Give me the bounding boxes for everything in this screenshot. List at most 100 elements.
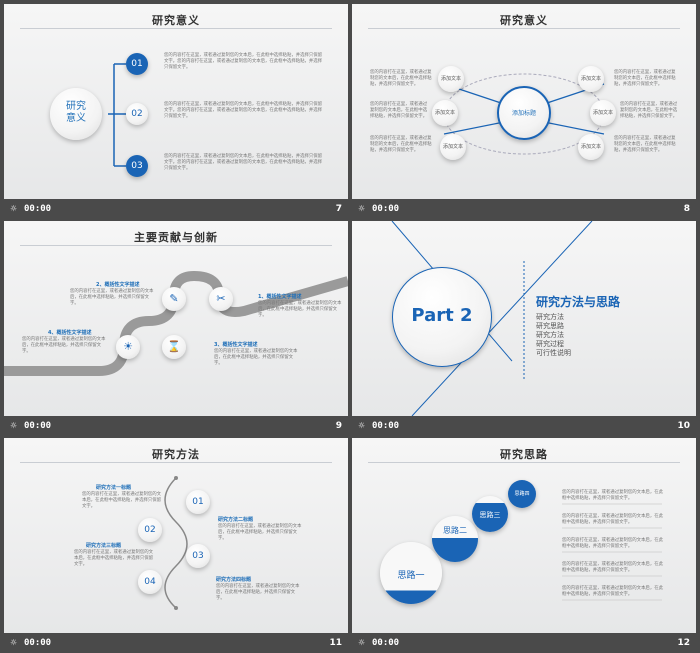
slide-thumb-12[interactable]: 研究思路 思路一 思路二 思路三 思路四 您的内容打在这里，或者通过复制您的文本… (352, 438, 696, 653)
slide-thumb-8[interactable]: 研究意义 添加标题 添加文本 添加文本 添加文本 添加文本 添加文本 添加文本 … (352, 4, 696, 219)
text-2: 您的内容打在这里，或者通过复制您的文本后，在此框中选择粘贴，并选择只保留文字。 (70, 289, 154, 306)
label-3: 研究方法三标题 (86, 543, 122, 549)
slide-canvas: 研究方法 01 02 03 04 研究方法一标题 您的内容打在这里，或者通过复制… (4, 438, 348, 633)
text-4: 您的内容打在这里，或者通过复制您的文本后，在此框中选择粘贴，并选择只保留文字。 (22, 337, 106, 354)
step-04: 04 (138, 570, 162, 594)
text-3: 您的内容打在这里，或者通过复制您的文本后，在此框中选择粘贴，并选择只保留文字。 (562, 538, 663, 549)
section-heading: 研究方法与思路 (536, 295, 621, 309)
step-01: 01 (186, 490, 210, 514)
slide-timing: 00:00 (372, 421, 400, 431)
slide-canvas: 研究意义 添加标题 添加文本 添加文本 添加文本 添加文本 添加文本 添加文本 … (352, 4, 696, 199)
topic-circle-label: 研究 意义 (66, 101, 86, 124)
list-item: 研究方法 (536, 313, 564, 321)
bracket-lines (108, 63, 126, 167)
left-text-2: 您的内容打在这里，或者通过复制您的文本后，在此框中选择粘贴，并选择只保留文字。 (370, 102, 428, 119)
text-4: 您的内容打在这里，或者通过复制您的文本后，在此框中选择粘贴，并选择只保留文字。 (562, 562, 663, 573)
step-rules (562, 503, 662, 601)
hourglass-icon: ⌛ (162, 335, 186, 359)
slide-caption: ☼ 00:00 9 (4, 416, 348, 436)
slide-title: 研究意义 (152, 14, 200, 27)
slide-title: 研究思路 (500, 448, 548, 461)
step-02: 02 (138, 518, 162, 542)
list-item: 研究方法 (536, 331, 564, 339)
slide-timing: 00:00 (24, 204, 52, 214)
slide-thumb-10[interactable]: Part 2 研究方法与思路 研究方法 研究思路 研究方法 研究过程 可行性说明… (352, 221, 696, 436)
list-item: 研究思路 (536, 322, 564, 330)
label-1: 研究方法一标题 (96, 485, 132, 491)
text-3: 您的内容打在这里，或者通过复制您的文本后，在此框中选择粘贴，并选择只保留文字。 (214, 349, 298, 366)
text-2: 您的内容打在这里，或者通过复制您的文本后，在此框中选择粘贴，并选择只保留文字。 (218, 524, 302, 541)
step-circle-2 (432, 516, 478, 562)
center-node (497, 86, 551, 140)
timer-icon: ☼ (358, 204, 366, 213)
center-label: 添加标题 (511, 110, 536, 117)
slide-timing: 00:00 (24, 638, 52, 648)
step-label-3: 思路三 (479, 511, 501, 519)
slide-number: 8 (683, 204, 690, 214)
slide-number: 9 (335, 421, 342, 431)
label-2: 研究方法二标题 (218, 517, 254, 523)
slide-thumb-9[interactable]: 主要贡献与创新 ✎ ✂ ☀ ⌛ 2、概括性文字描述 您的内容打在这里，或者通过复… (4, 221, 348, 436)
part-circle (392, 267, 492, 367)
slide-canvas: 主要贡献与创新 ✎ ✂ ☀ ⌛ 2、概括性文字描述 您的内容打在这里，或者通过复… (4, 221, 348, 416)
item-02-text: 您的内容打在这里，或者通过复制您的文本后，在此框中选择粘贴，并选择只保留文字。您… (164, 102, 323, 119)
slide-title: 主要贡献与创新 (134, 231, 218, 244)
text-3: 您的内容打在这里，或者通过复制您的文本后，在此框中选择粘贴，并选择只保留文字。 (74, 550, 154, 567)
topic-circle (50, 88, 102, 140)
lightbulb-icon: ☀ (116, 335, 140, 359)
node-left-mid: 添加文本 (432, 100, 458, 126)
slide-title: 研究意义 (500, 14, 548, 27)
pen-icon: ✎ (162, 287, 186, 311)
list-item: 可行性说明 (536, 349, 571, 357)
part-label: Part 2 (411, 305, 473, 326)
wrench-icon: ✂ (209, 287, 233, 311)
timer-icon: ☼ (10, 421, 18, 430)
slide-caption: ☼ 00:00 10 (352, 416, 696, 436)
slide-number: 12 (677, 638, 690, 648)
timer-icon: ☼ (358, 638, 366, 647)
wave-line (164, 476, 188, 610)
title-rule (368, 28, 680, 29)
slide-caption: ☼ 00:00 8 (352, 199, 696, 219)
label-2: 2、概括性文字描述 (96, 282, 140, 288)
title-rule (20, 245, 332, 246)
item-01-text: 您的内容打在这里，或者通过复制您的文本后，在此框中选择粘贴，并选择只保留文字。您… (164, 53, 323, 70)
item-02-badge: 02 (126, 103, 148, 125)
timer-icon: ☼ (10, 204, 18, 213)
title-rule (20, 28, 332, 29)
title-rule (20, 462, 332, 463)
text-1: 您的内容打在这里，或者通过复制您的文本后，在此框中选择粘贴，并选择只保留文字。 (562, 490, 663, 501)
slide-thumb-7[interactable]: 研究意义 研究 意义 01 02 03 您的内容打在这里，或者通过复制您的文本后… (4, 4, 348, 219)
step-label-2: 思路二 (443, 526, 467, 535)
slide-timing: 00:00 (24, 421, 52, 431)
timer-icon: ☼ (358, 421, 366, 430)
slide-timing: 00:00 (372, 638, 400, 648)
label-1: 1、概括性文字描述 (258, 294, 302, 300)
label-4: 研究方法四标题 (216, 577, 252, 583)
text-1: 您的内容打在这里，或者通过复制您的文本后，在此框中选择粘贴，并选择只保留文字。 (82, 492, 162, 509)
item-01-badge: 01 (126, 53, 148, 75)
right-text-2: 您的内容打在这里，或者通过复制您的文本后，在此框中选择粘贴，并选择只保留文字。 (620, 102, 678, 119)
list-item: 研究过程 (536, 340, 564, 348)
node-right-bot: 添加文本 (578, 134, 604, 160)
step-label-4: 思路四 (514, 491, 530, 497)
text-2: 您的内容打在这里，或者通过复制您的文本后，在此框中选择粘贴，并选择只保留文字。 (562, 514, 663, 525)
step-circle-4 (508, 480, 536, 508)
slide-title: 研究方法 (152, 448, 200, 461)
step-circle-3 (472, 496, 508, 532)
slide-number: 10 (677, 421, 690, 431)
node-left-bot: 添加文本 (440, 134, 466, 160)
slide-canvas: Part 2 研究方法与思路 研究方法 研究思路 研究方法 研究过程 可行性说明 (352, 221, 696, 416)
node-right-top: 添加文本 (578, 66, 604, 92)
slide-caption: ☼ 00:00 12 (352, 633, 696, 653)
slide-thumb-11[interactable]: 研究方法 01 02 03 04 研究方法一标题 您的内容打在这里，或者通过复制… (4, 438, 348, 653)
slide-canvas: 研究意义 研究 意义 01 02 03 您的内容打在这里，或者通过复制您的文本后… (4, 4, 348, 199)
label-3: 3、概括性文字描述 (214, 342, 258, 348)
step-label-1: 思路一 (397, 571, 425, 581)
node-left-top: 添加文本 (438, 66, 464, 92)
right-text-3: 您的内容打在这里，或者通过复制您的文本后，在此框中选择粘贴，并选择只保留文字。 (614, 136, 676, 153)
slide-timing: 00:00 (372, 204, 400, 214)
label-4: 4、概括性文字描述 (48, 330, 92, 336)
slide-caption: ☼ 00:00 7 (4, 199, 348, 219)
step-circle-1 (380, 542, 442, 604)
